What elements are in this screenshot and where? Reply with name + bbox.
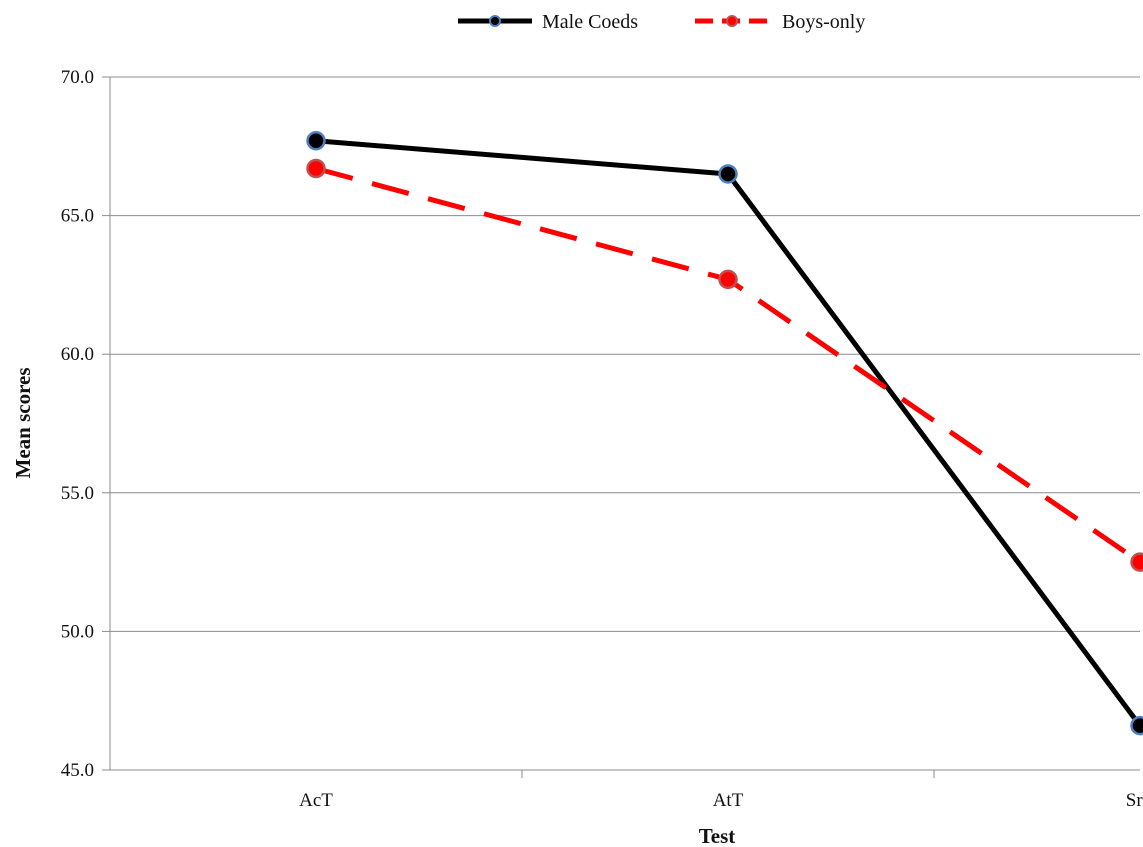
series-line-male-coeds [315,138,1143,728]
data-point-boys-only [306,158,326,179]
x-tick-label: SrT [1126,790,1143,811]
series-line-boys-only [315,166,1142,565]
y-tick-label: 70.0 [61,67,94,88]
tick-labels: 45.0 50.0 55.0 60.0 65.0 70.0 AcT AtT SrT [61,67,1143,811]
legend: Male Coeds Boys-only [458,11,865,33]
legend-marker-boys-only [726,15,738,27]
legend-item-boys-only: Boys-only [695,11,865,33]
gridlines [110,76,1140,632]
data-point-male-coeds [718,164,738,184]
y-tick-label: 65.0 [61,206,94,227]
y-tick-label: 60.0 [61,344,94,365]
y-tick-label: 45.0 [61,760,94,781]
y-tick-label: 55.0 [61,483,94,504]
series-lines [315,138,1143,728]
data-point-boys-only [1130,552,1143,572]
x-tick-label: AtT [713,790,744,811]
legend-label-male-coeds: Male Coeds [542,11,638,33]
data-point-boys-only [718,269,738,290]
x-tick-label: AcT [299,790,333,811]
axes [102,76,1140,778]
y-axis-title: Mean scores [11,368,35,479]
legend-marker-male-coeds [489,15,501,27]
series-markers [306,131,1143,736]
x-axis-title: Test [699,824,736,847]
legend-label-boys-only: Boys-only [782,11,865,33]
data-point-male-coeds [1130,715,1143,736]
y-tick-label: 50.0 [61,621,94,642]
data-point-male-coeds [306,131,326,151]
legend-item-male-coeds: Male Coeds [458,11,638,33]
